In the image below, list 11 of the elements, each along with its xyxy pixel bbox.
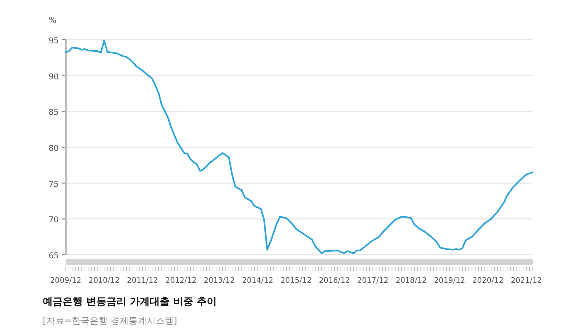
- y-tick-label: 95: [48, 36, 59, 46]
- y-tick-label: 70: [48, 216, 59, 225]
- y-tick-label: 90: [48, 72, 59, 82]
- y-axis-title: %: [49, 16, 57, 25]
- y-tick-label: 75: [48, 180, 59, 189]
- text: [자료=한국은행 경제통계시스템]: [43, 317, 178, 327]
- y-tick-label: 85: [48, 108, 59, 118]
- text: 예금은행 변동금리 가계대출 비중 추이: [43, 297, 217, 308]
- y-tick-label: 65: [48, 252, 59, 260]
- line-series: [65, 40, 534, 254]
- y-tick-label: 80: [48, 144, 59, 153]
